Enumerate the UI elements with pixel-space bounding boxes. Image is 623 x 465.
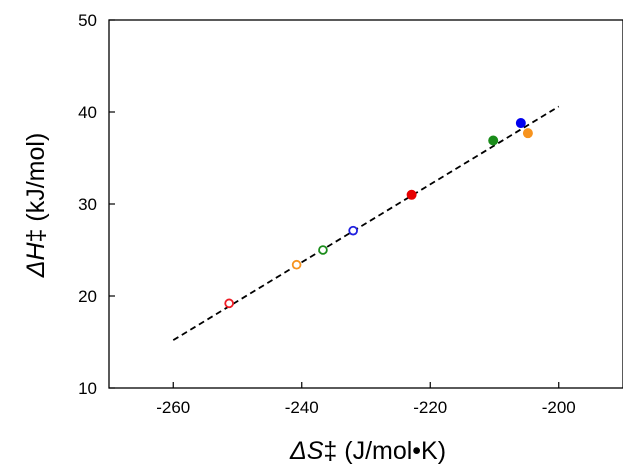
- fit-line: [172, 105, 560, 341]
- y-tick-label: 50: [78, 11, 97, 30]
- data-point-filled: [522, 128, 533, 139]
- y-axis-title: ΔH‡ (kJ/mol): [22, 133, 50, 279]
- x-axis-title: ΔS‡ (J/mol•K): [289, 437, 446, 465]
- x-tick-label: -260: [156, 398, 190, 417]
- data-point-filled: [488, 135, 499, 146]
- data-point-filled: [406, 189, 417, 200]
- data-point-open: [224, 298, 234, 309]
- y-tick-label: 40: [78, 103, 97, 122]
- data-point-filled: [515, 118, 526, 129]
- x-tick-label: -200: [542, 398, 576, 417]
- x-tick-label: -240: [285, 398, 319, 417]
- x-tick-label: -220: [413, 398, 447, 417]
- y-tick-label: 20: [78, 287, 97, 306]
- y-tick-label: 10: [78, 379, 97, 398]
- data-point-open: [348, 225, 358, 236]
- data-point-open: [318, 245, 328, 255]
- data-point-open: [291, 259, 302, 270]
- y-tick-label: 30: [78, 195, 97, 214]
